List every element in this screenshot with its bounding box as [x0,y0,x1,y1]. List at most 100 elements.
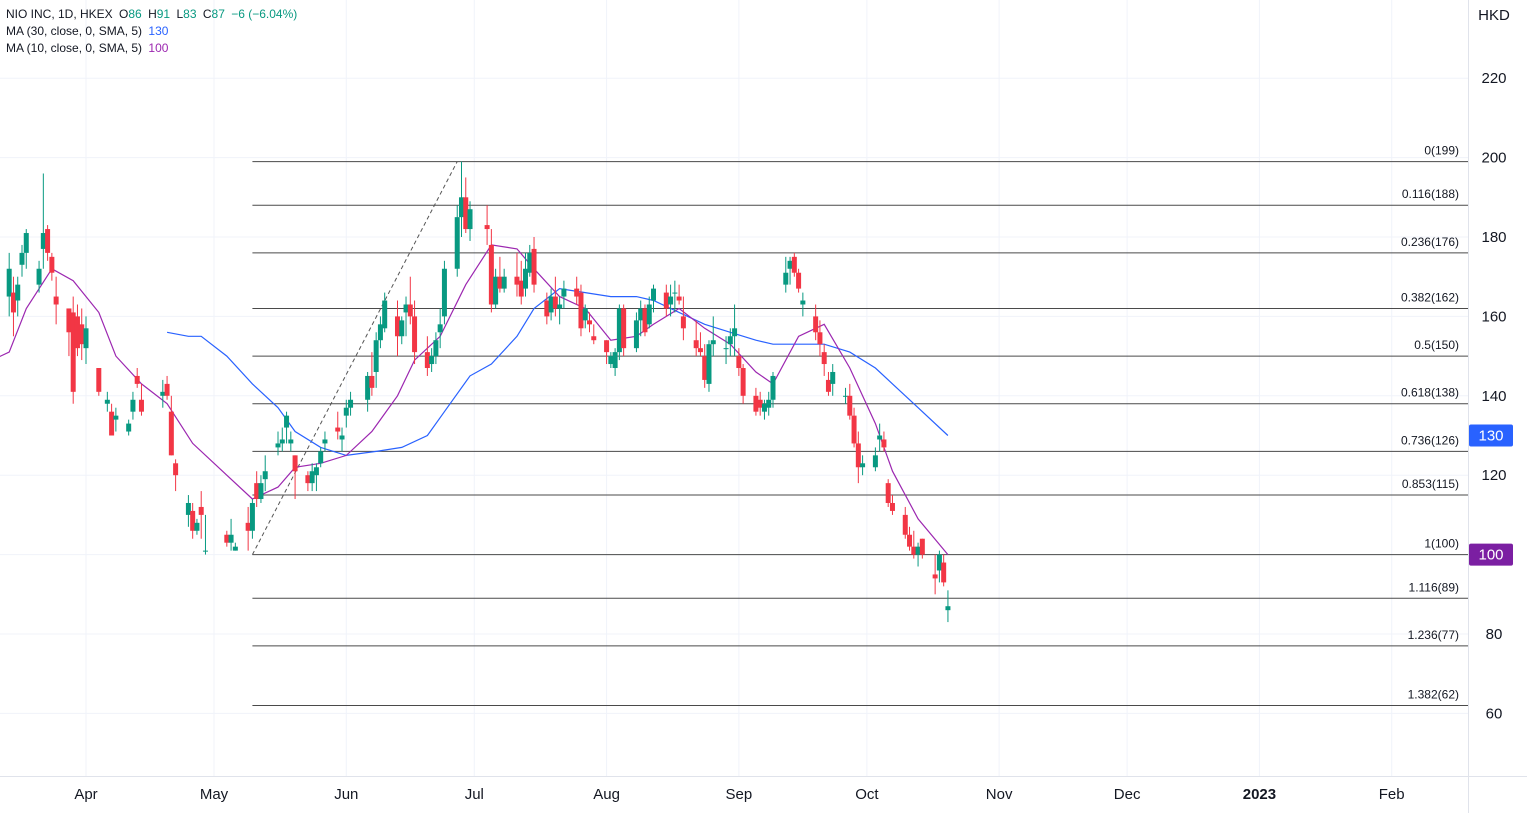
candle-body [348,399,354,408]
candle-body [582,308,588,321]
candle-body [578,292,584,329]
candle-body [847,395,853,416]
candle-body [258,483,264,500]
candle-body [668,296,674,305]
candle-body [202,550,208,552]
candle-body [126,423,132,432]
candle-body [53,296,59,305]
fib-level-label: 0.382(162) [1401,290,1459,304]
price-tick-label: 200 [1481,150,1506,167]
candle-body [279,439,285,444]
candle-body [621,308,627,349]
candle-body [463,197,469,230]
candle-body [70,312,76,392]
candle-body [484,225,490,230]
candle-body [369,375,375,388]
high-value: 91 [156,7,171,21]
candle-body [305,475,311,484]
candle-body [224,534,230,543]
candle-body [497,276,503,289]
ma10-value: 100 [148,41,169,55]
high-label: H [148,7,157,21]
ma10-label: MA (10, close, 0, SMA, 5) [6,41,143,55]
candle-body [825,379,831,392]
ma30-legend-row[interactable]: MA (30, close, 0, SMA, 5) 130 [6,23,297,40]
candle-body [557,304,563,309]
candle-body [194,522,200,531]
price-tick-label: 220 [1481,70,1506,87]
price-tag-label: 100 [1478,547,1503,564]
candle-body [651,288,657,301]
candle-body [10,292,16,313]
candle-body [616,308,622,353]
fibonacci-retracement[interactable]: 0(199) 0.116(188) 0.236(176) 0.382(162) 0.5(… [252,144,1468,706]
fib-level-label: 0.5(150) [1414,338,1459,352]
candle-body [45,229,51,253]
candle-body [83,328,89,349]
candle-body [936,554,942,571]
price-tick-label: 180 [1481,229,1506,246]
ma10-legend-row[interactable]: MA (10, close, 0, SMA, 5) 100 [6,40,297,57]
candle-body [706,344,712,384]
candle-body [608,356,614,365]
candle-body [6,268,12,297]
candle-body [40,233,46,249]
candle-body [693,340,699,349]
candle-body [198,506,204,515]
candle-body [843,395,849,397]
candle-body [130,399,136,412]
candle-body [527,252,533,273]
candle-body [518,280,524,297]
ma10-path [0,244,949,555]
candle-body [437,324,443,333]
fib-level-label: 0.853(115) [1402,477,1459,491]
candle-body [407,304,413,317]
candle-body [458,197,464,218]
candle-body [787,260,793,269]
candle-body [766,399,772,408]
candle-body [783,272,789,285]
candle-body [791,256,797,273]
candle-body [633,320,639,349]
candle-body [190,510,196,531]
low-value: 83 [183,7,197,21]
candle-body [544,300,550,317]
candle-body [394,316,400,337]
fib-level-label: 0.116(188) [1402,187,1459,201]
candle-body [911,546,917,555]
candle-body [702,356,708,380]
time-tick-label: Apr [74,786,97,803]
candle-body [663,292,669,309]
candle-body [168,411,174,456]
fib-level-label: 1.236(77) [1408,628,1459,642]
candle-body [561,288,567,297]
candle-body [292,455,298,472]
candle-body [96,368,102,392]
candle-body [552,296,558,309]
fib-level-label: 0.618(138) [1401,386,1459,400]
candle-body [412,316,418,353]
time-tick-label: Sep [725,786,752,803]
symbol-legend-row[interactable]: NIO INC, 1D, HKEX O86 H91 L83 C87 −6 (−6… [6,6,297,23]
open-value: 86 [128,7,142,21]
trend-line[interactable] [251,161,458,555]
candle-body [945,606,951,611]
candle-body [907,534,913,547]
open-label: O [119,7,129,21]
candle-body [164,383,170,396]
time-tick-label: Nov [986,786,1013,803]
candle-body [821,352,827,365]
fib-level-label: 0.736(126) [1401,433,1459,447]
candle-body [723,348,729,350]
candle-body [232,546,238,551]
candle-body [399,320,405,337]
candle-body [710,340,716,345]
candle-body [185,502,191,515]
candle-body [113,415,119,420]
time-axis[interactable]: Apr May Jun Jul Aug Sep Oct Nov Dec 2023 Feb [74,786,1404,803]
ma30-value: 130 [148,24,169,38]
candle-body [493,276,499,305]
candle-body [646,304,652,325]
price-axis[interactable]: 6080100120140160180200220130100 [1469,70,1513,722]
